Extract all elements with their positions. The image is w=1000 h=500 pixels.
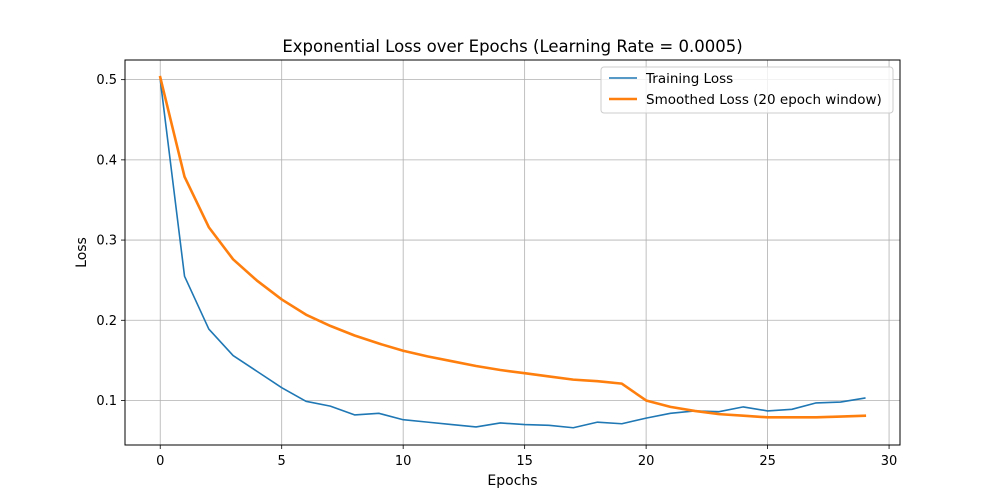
x-tick-label: 15 [516, 454, 533, 469]
y-tick-label: 0.1 [96, 394, 117, 409]
x-tick-label: 25 [759, 454, 776, 469]
y-tick-label: 0.5 [96, 73, 117, 88]
chart-title: Exponential Loss over Epochs (Learning R… [282, 37, 742, 56]
plot-frame [124, 59, 901, 446]
grid-lines [125, 60, 900, 445]
x-tick-label: 20 [638, 454, 655, 469]
training-loss-line [159, 78, 866, 429]
x-tick-label: 30 [881, 454, 898, 469]
legend-label-training-loss: Training Loss [645, 71, 733, 87]
y-axis-label: Loss [74, 237, 90, 268]
x-tick-label: 5 [278, 454, 286, 469]
legend: Training Loss Smoothed Loss (20 epoch wi… [600, 66, 894, 114]
x-tick-label: 0 [156, 454, 164, 469]
series-lines [158, 75, 867, 429]
y-tick-label: 0.4 [96, 153, 117, 168]
x-axis-label: Epochs [487, 473, 537, 489]
y-tick-label: 0.3 [96, 234, 117, 249]
y-ticks: 0.1 0.2 0.3 0.4 0.5 [96, 73, 125, 409]
legend-box [600, 66, 894, 114]
x-tick-label: 10 [395, 454, 412, 469]
x-ticks: 0 5 10 15 20 25 30 [156, 445, 897, 469]
y-tick-label: 0.2 [96, 314, 117, 329]
legend-label-smoothed-loss: Smoothed Loss (20 epoch window) [646, 92, 882, 108]
smoothed-loss-line [158, 75, 867, 419]
